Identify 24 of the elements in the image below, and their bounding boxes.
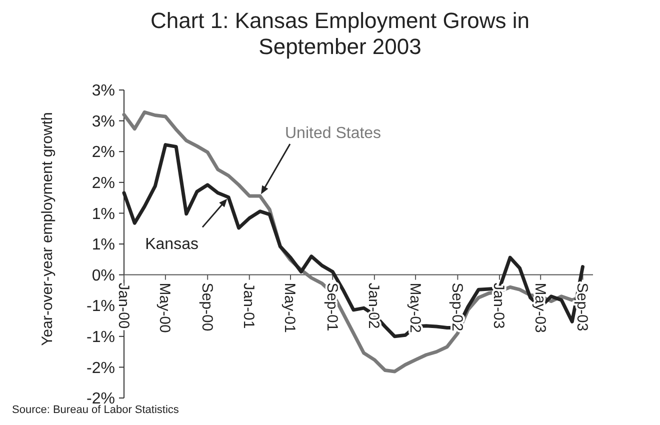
x-tick-label: Jan-02 — [365, 282, 382, 329]
y-axis-title: Year-over-year employment growth — [39, 112, 56, 346]
x-tick-label: May-01 — [281, 282, 298, 333]
y-tick-label: 3% — [92, 82, 115, 100]
y-tick-label: 2% — [92, 175, 115, 192]
y-tick-label: 0% — [92, 267, 115, 284]
x-tick-label: Sep-01 — [323, 282, 340, 332]
x-tick-label: Sep-00 — [198, 282, 216, 332]
x-tick-label: Jan-00 — [114, 282, 132, 329]
legend-label: Kansas — [145, 236, 198, 254]
text: United States — [285, 124, 382, 142]
x-tick-label: Jan-01 — [240, 282, 258, 329]
x-tick-label: May-00 — [156, 282, 174, 333]
x-tick-label: Jan-03 — [490, 282, 508, 329]
x-tick-label: May-03 — [531, 282, 548, 333]
x-tick-label: May-02 — [406, 282, 424, 333]
y-tick-label: -1% — [86, 329, 115, 346]
y-tick-label: 1% — [92, 236, 115, 254]
y-tick-label: 1% — [92, 206, 115, 223]
y-tick-label: -2% — [86, 360, 115, 377]
chart-title: Chart 1: Kansas Employment Grows in September 2003 — [150, 8, 530, 59]
y-tick-label: 2% — [92, 144, 115, 162]
y-tick-label: -1% — [86, 298, 115, 316]
y-tick-label: 3% — [92, 113, 115, 130]
